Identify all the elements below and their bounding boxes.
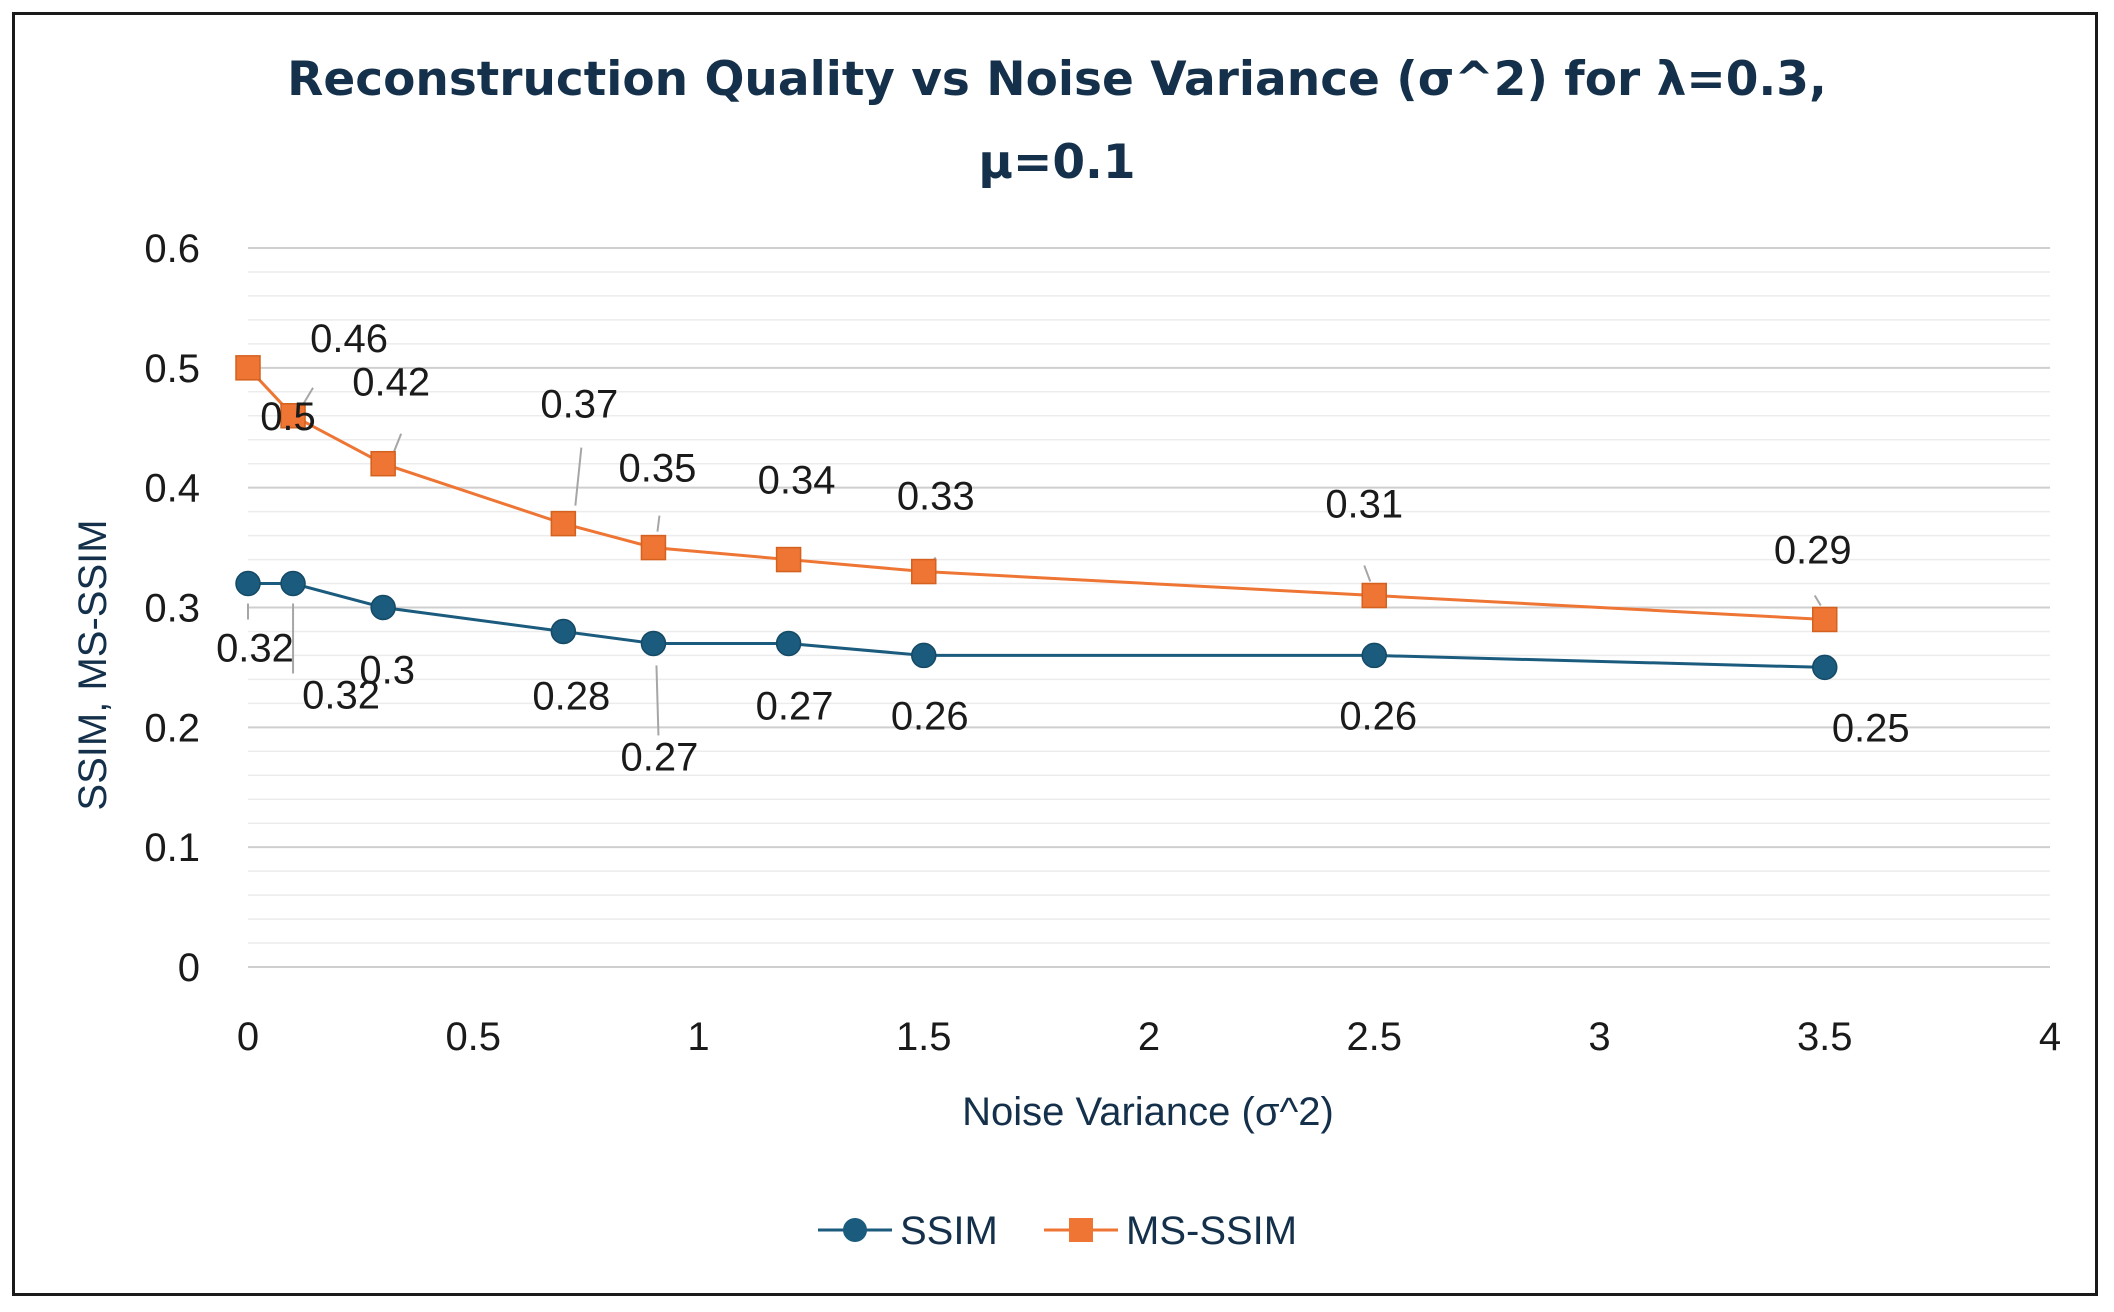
x-tick-label: 0.5: [445, 1015, 501, 1059]
ms-ssim-point[interactable]: [640, 534, 667, 561]
ssim-data-label: 0.26: [891, 694, 969, 738]
ssim-point[interactable]: [550, 618, 577, 645]
leader-line: [574, 447, 583, 506]
ssim-point[interactable]: [911, 642, 937, 669]
ms-ssim-data-label: 0.31: [1325, 483, 1403, 527]
ms-ssim-point[interactable]: [280, 403, 306, 429]
x-tick-label: 2.5: [1346, 1015, 1402, 1059]
ssim-data-label: 0.26: [1339, 694, 1417, 738]
x-tick-label: 0: [237, 1015, 259, 1059]
y-tick-label: 0.4: [144, 467, 200, 511]
ms-ssim-data-label: 0.33: [897, 475, 975, 519]
y-tick-label: 0.5: [144, 347, 200, 391]
ssim-data-label: 0.32: [216, 627, 294, 671]
x-tick-label: 1.5: [896, 1015, 952, 1059]
x-tick-label: 3: [1588, 1015, 1610, 1059]
ms-ssim-data-label: 0.37: [540, 383, 618, 427]
legend: SSIM MS-SSIM: [818, 1209, 1297, 1253]
x-tick-label: 4: [2039, 1015, 2061, 1059]
ms-ssim-data-label: 0.35: [619, 447, 697, 491]
ssim-data-label: 0.25: [1832, 706, 1910, 750]
ssim-point[interactable]: [775, 630, 802, 657]
ms-ssim-data-label: 0.34: [758, 459, 836, 503]
ssim-data-label: 0.3: [359, 649, 415, 693]
legend-ssim-circle-icon: [843, 1218, 867, 1242]
x-tick-label: 3.5: [1797, 1015, 1853, 1059]
ms-ssim-point[interactable]: [911, 558, 937, 585]
ssim-point[interactable]: [1361, 642, 1387, 669]
ms-ssim-data-label: 0.5: [260, 395, 316, 439]
y-tick-label: 0.6: [144, 227, 200, 271]
y-tick-label: 0: [178, 946, 200, 990]
ssim-point[interactable]: [280, 570, 306, 597]
ms-ssim-data-label: 0.29: [1774, 528, 1852, 572]
ms-ssim-point[interactable]: [235, 355, 261, 381]
y-axis-ticks: 0 0.1 0.2 0.3 0.4 0.5 0.6: [144, 227, 200, 990]
series-layer: [235, 355, 1838, 681]
y-axis-title: SSIM, MS-SSIM: [71, 519, 115, 810]
x-axis-title: Noise Variance (σ^2): [962, 1090, 1334, 1134]
y-tick-label: 0.1: [144, 826, 200, 870]
leader-line: [656, 515, 661, 532]
chart-title-line-2: μ=0.1: [978, 135, 1135, 190]
ms-ssim-point[interactable]: [1812, 606, 1838, 633]
x-tick-label: 1: [687, 1015, 709, 1059]
y-tick-label: 0.3: [144, 587, 200, 631]
y-tick-label: 0.2: [144, 706, 200, 750]
ms-ssim-data-label: 0.42: [352, 361, 430, 405]
ssim-data-label: 0.27: [621, 735, 699, 779]
ssim-point[interactable]: [370, 594, 396, 621]
legend-item-ms-ssim[interactable]: MS-SSIM: [1044, 1209, 1297, 1253]
leader-line: [392, 433, 403, 455]
x-tick-label: 2: [1138, 1015, 1160, 1059]
x-axis-ticks: 0 0.5 1 1.5 2 2.5 3 3.5 4: [237, 1015, 2061, 1059]
grid-layer: [248, 247, 2050, 968]
chart-title-line-1: Reconstruction Quality vs Noise Variance…: [287, 52, 1827, 107]
ms-ssim-point[interactable]: [550, 510, 577, 537]
legend-ssim-label: SSIM: [900, 1209, 998, 1253]
ssim-point[interactable]: [1812, 654, 1838, 681]
ms-ssim-point[interactable]: [775, 546, 802, 573]
legend-item-ssim[interactable]: SSIM: [818, 1209, 998, 1253]
data-labels: 0.320.320.30.280.270.27 0.26 0.26 0.250.50.…: [216, 317, 1910, 780]
ms-ssim-point[interactable]: [1361, 582, 1387, 609]
ms-ssim-point[interactable]: [370, 450, 396, 477]
ssim-point[interactable]: [235, 570, 261, 597]
ssim-data-label: 0.32: [302, 674, 380, 718]
legend-ms-ssim-label: MS-SSIM: [1126, 1209, 1297, 1253]
label-leader-lines: [247, 387, 1822, 736]
leader-line: [655, 665, 660, 736]
ms-ssim-data-label: 0.46: [310, 317, 388, 361]
leader-line: [1813, 594, 1822, 606]
leader-line: [1363, 565, 1372, 582]
ssim-point[interactable]: [640, 630, 667, 657]
ms-ssim-series-line: [246, 366, 1825, 621]
ssim-data-label: 0.27: [756, 684, 834, 728]
legend-ms-ssim-square-icon: [1069, 1218, 1093, 1242]
ssim-data-label: 0.28: [532, 674, 610, 718]
